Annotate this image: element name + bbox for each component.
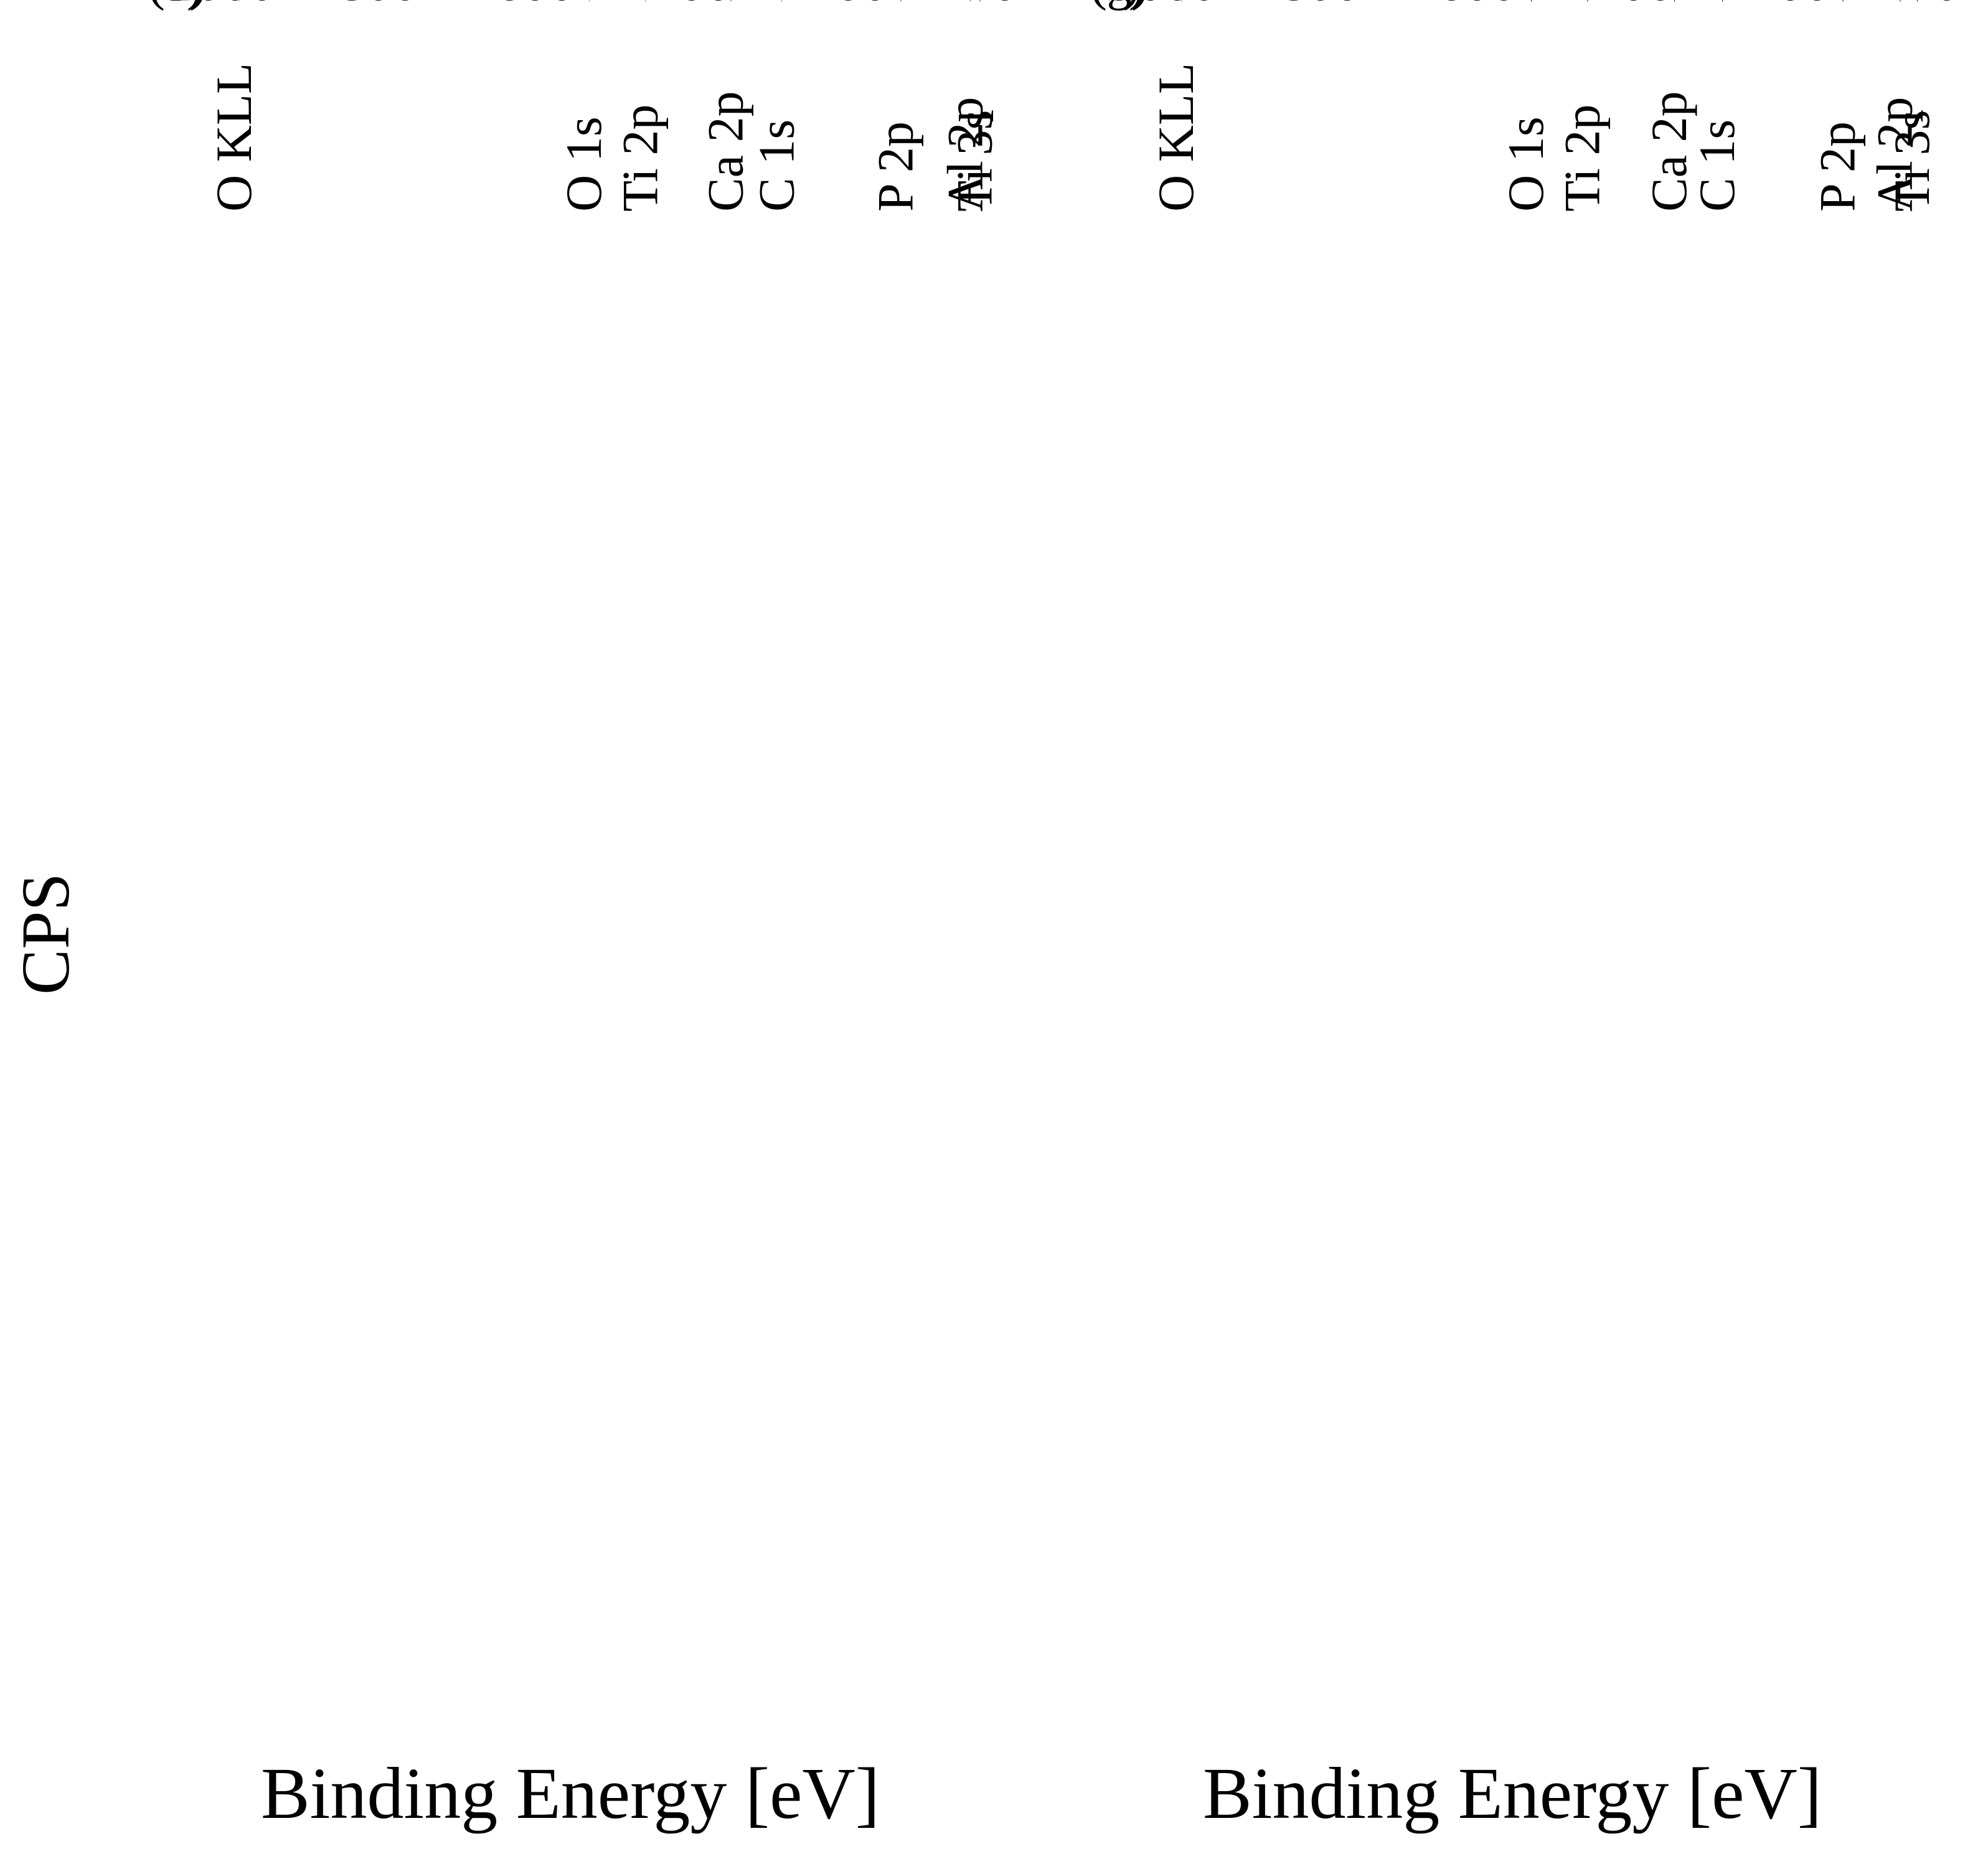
x-axis-title: Binding Energy [eV] [261, 1753, 880, 1834]
spectrum-panel: (a) [148, 0, 204, 11]
peak-label: Ca 2p [1641, 91, 1697, 212]
peak-label: Al 2p [936, 97, 993, 212]
peak-label: O KLL [1147, 63, 1204, 212]
x-tick-label: 800 [338, 0, 418, 12]
x-tick-label: 1000 [1110, 0, 1217, 12]
panel-label: (h) [1090, 0, 1148, 11]
peak-label: Al 2p [1866, 97, 1923, 212]
spectrum-panel: (g) [1090, 0, 1148, 11]
peak-label: Ca 2p [697, 91, 754, 212]
x-tick-label: 400 [1593, 0, 1674, 12]
peak-label: C 1s [1689, 120, 1745, 212]
panel-label: (e) [1090, 0, 1146, 11]
x-tick-label: 200 [808, 0, 888, 12]
peak-label: P 2p [867, 121, 924, 212]
y-axis-label: CPS [7, 873, 83, 995]
x-tick-label: 600 [495, 0, 575, 12]
panel-label: (c) [148, 0, 204, 11]
x-tick-label: 0 [1934, 0, 1961, 12]
peak-label: P 2p [1809, 121, 1866, 212]
peak-label: Ti 2p [612, 105, 669, 212]
spectrum-panel: (h) [1090, 0, 1148, 11]
x-tick-label: 0 [992, 0, 1019, 12]
spectrum-panel: (f) [1090, 0, 1140, 11]
x-tick-label: 600 [1437, 0, 1517, 12]
x-tick-label: 400 [651, 0, 732, 12]
spectrum-panel: (d) [148, 0, 206, 11]
peak-label: Ti 2p [1554, 105, 1611, 212]
panel-label: (a) [148, 0, 204, 11]
x-axis-title: Binding Energy [eV] [1203, 1753, 1822, 1834]
panel-label: (d) [148, 0, 206, 11]
spectrum-panel: (c) [148, 0, 204, 11]
panel-label: (b) [148, 0, 206, 11]
panel-label: (f) [1090, 0, 1140, 11]
peak-label: O 1s [1497, 116, 1554, 212]
x-tick-label: 200 [1750, 0, 1830, 12]
peak-label: Ti 3s [1883, 110, 1940, 212]
x-tick-label: 1000 [168, 0, 275, 12]
x-tick-label: 800 [1280, 0, 1360, 12]
peak-label: O KLL [205, 63, 262, 212]
peak-label: C 1s [748, 120, 804, 212]
spectrum-panel: (b) [148, 0, 206, 11]
spectrum-panel: (e) [1090, 0, 1146, 11]
peak-label: Ti 3s [946, 110, 1003, 212]
panel-label: (g) [1090, 0, 1148, 11]
peak-label: O 1s [555, 116, 612, 212]
